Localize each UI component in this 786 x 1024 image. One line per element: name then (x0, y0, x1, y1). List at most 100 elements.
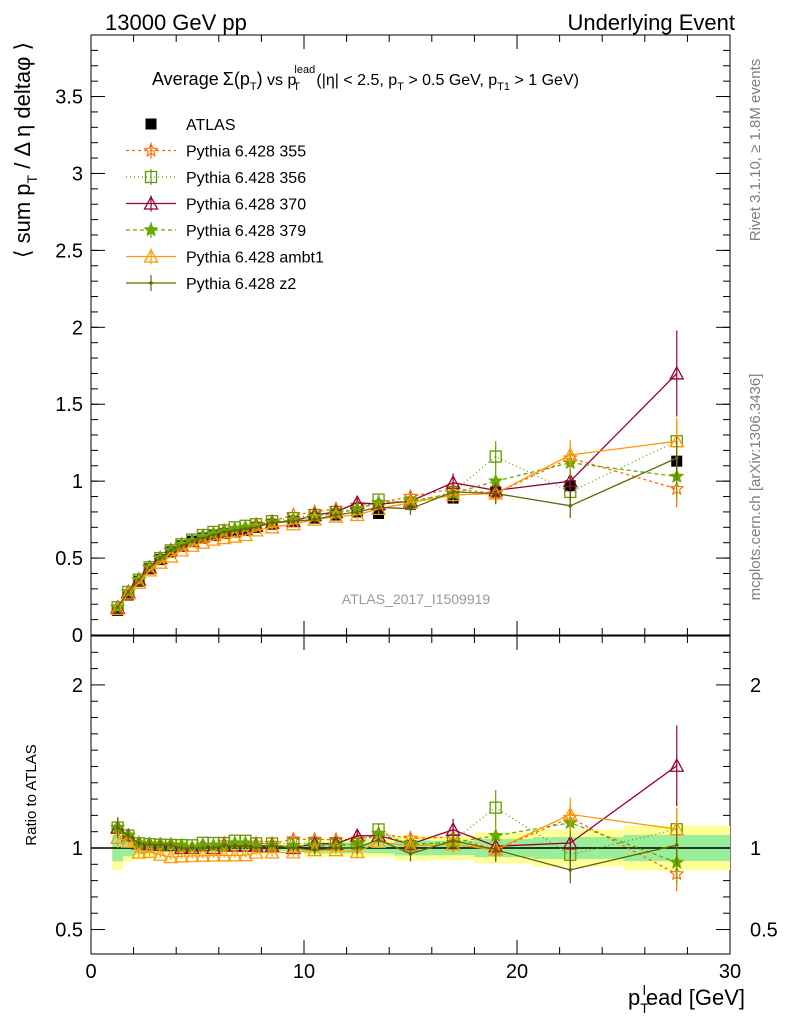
ratio-point (334, 846, 338, 850)
y-tick-label: 0.5 (55, 548, 83, 570)
ratio-y-tick-label-right: 0.5 (750, 920, 778, 942)
ratio-point (562, 835, 578, 850)
y-tick-label: 2 (72, 317, 83, 339)
legend-item: Pythia 6.428 ambt1 (126, 248, 324, 267)
legend-label: Pythia 6.428 356 (186, 170, 306, 187)
ratio-y-axis-label: Ratio to ATLAS (23, 744, 40, 845)
ratio-point (227, 847, 243, 862)
data-point (152, 554, 168, 569)
data-point (195, 534, 211, 549)
data-point (264, 519, 280, 534)
x-tick-label: 30 (719, 961, 741, 983)
ratio-point (232, 843, 237, 848)
data-point (669, 365, 685, 380)
header-right: Underlying Event (567, 10, 735, 35)
x-tick-label: 10 (293, 961, 315, 983)
ratio-point (376, 837, 381, 842)
y-tick-label: 3.5 (55, 87, 83, 109)
ratio-point (451, 838, 455, 843)
data-point (674, 456, 679, 460)
ratio-point (158, 842, 163, 847)
y-tick-label: 1 (72, 471, 83, 493)
ratio-point (195, 847, 211, 862)
data-point (184, 537, 200, 552)
data-point (211, 533, 216, 537)
data-point (110, 600, 126, 615)
analysis-watermark: ATLAS_2017_I1509919 (342, 591, 491, 607)
x-axis-label: pTlead [GeV] (628, 982, 745, 1016)
data-point (179, 543, 184, 548)
data-point (173, 542, 190, 557)
x-tick-label: 20 (506, 961, 528, 983)
y-tick-label: 0 (72, 625, 83, 647)
data-point (376, 505, 381, 510)
main-plot-frame (90, 34, 731, 636)
ratio-point (131, 844, 147, 859)
data-point (243, 527, 248, 531)
series-layer (110, 330, 685, 892)
legend-item: Pythia 6.428 z2 (126, 275, 296, 293)
ratio-point (201, 846, 205, 850)
data-point (137, 577, 141, 582)
ratio-point (445, 836, 461, 851)
ratio-point (141, 843, 158, 858)
legend-marker (145, 118, 157, 130)
ratio-y-tick-label-right: 1 (750, 838, 761, 860)
ratio-point (254, 846, 258, 850)
legend-label: Pythia 6.428 370 (186, 197, 306, 214)
legend-label: Pythia 6.428 z2 (186, 276, 296, 293)
data-point (270, 520, 274, 525)
ratio-point (408, 851, 413, 856)
data-point (254, 525, 258, 530)
data-point (248, 522, 264, 537)
ratio-point (489, 801, 502, 814)
ratio-point (147, 842, 152, 847)
ratio-point (264, 844, 280, 859)
data-point (568, 503, 573, 508)
data-point (158, 556, 163, 560)
ratio-point (669, 757, 685, 772)
data-point (285, 516, 301, 531)
ratio-point (222, 843, 226, 848)
data-point (163, 548, 179, 563)
ratio-y-tick-label-right: 2 (750, 675, 761, 697)
data-point (349, 507, 365, 522)
data-point (291, 519, 296, 523)
legend-label: Pythia 6.428 379 (186, 223, 306, 240)
x-tick-label: 0 (85, 961, 96, 983)
ratio-point (190, 846, 194, 850)
data-point (120, 585, 136, 600)
y-tick-label: 3 (72, 163, 83, 185)
ratio-point (179, 846, 184, 850)
ratio-point (243, 843, 248, 848)
y-axis-label: ⟨ sum pT / Δ η deltaφ ⟩ (10, 42, 40, 258)
data-point (205, 531, 222, 546)
ratio-point (205, 847, 222, 862)
data-point (334, 513, 338, 517)
data-point (190, 539, 194, 543)
ratio-point (137, 841, 141, 846)
ratio-y-tick-label: 2 (72, 675, 83, 697)
y-tick-label: 2.5 (55, 240, 83, 262)
legend-item: Pythia 6.428 355 (126, 142, 306, 161)
ratio-y-tick-label: 1 (72, 838, 83, 860)
ratio-point (169, 843, 173, 847)
data-point (489, 450, 502, 463)
ratio-point (184, 848, 200, 863)
data-point (445, 487, 461, 502)
header-left: 13000 GeV pp (105, 10, 247, 35)
ratio-plot-frame (90, 635, 731, 955)
data-point (222, 530, 226, 534)
ratio-point (126, 833, 131, 838)
legend: ATLAS Pythia 6.428 355 Pythia 6.428 356 Pyt… (126, 117, 324, 293)
legend-label: Pythia 6.428 ambt1 (186, 250, 324, 267)
ratio-point (312, 848, 317, 852)
ratio-point (120, 833, 136, 848)
ratio-point (674, 843, 679, 847)
ratio-y-tick-label: 0.5 (55, 920, 83, 942)
data-point (237, 527, 254, 542)
ratio-point (568, 868, 573, 872)
ratio-point (562, 806, 578, 821)
